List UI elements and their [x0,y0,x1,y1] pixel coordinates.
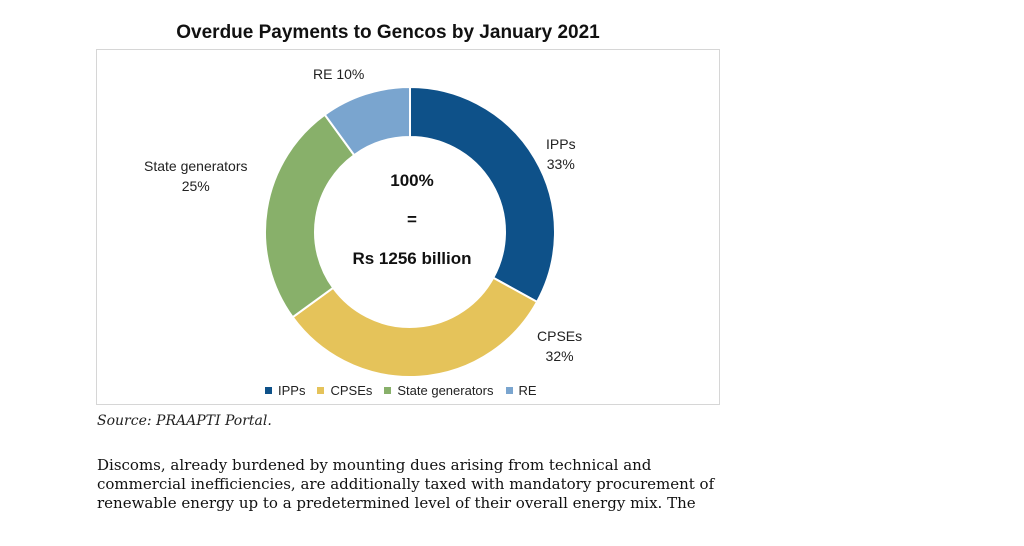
legend-swatch-cpses [317,387,325,394]
chart-title: Overdue Payments to Gencos by January 20… [176,22,600,43]
body-paragraph: Discoms, already burdened by mounting du… [97,456,777,513]
paragraph-line: commercial inefficiencies, are additiona… [97,475,715,493]
donut-chart [264,85,556,378]
legend-item-re: RE [505,383,537,398]
legend-item-ipps: IPPs [265,383,305,398]
source-note: Source: PRAAPTI Portal. [97,413,272,429]
slice-label-ipps-value: 33% [546,156,575,172]
chart-area: IPPs 33% CPSEs 32% State generators 25% … [96,49,720,405]
slice-label-state-generators-name: State generators [144,158,248,174]
donut-slice-ipps [409,85,556,304]
donut-slice-cpses [291,276,539,378]
slice-label-state-generators-value: 25% [181,178,210,194]
center-equals: = [407,210,417,229]
legend-swatch-state-generators [384,387,392,394]
slice-label-cpses-value: 32% [545,348,574,364]
legend: IPPs CPSEs State generators RE [265,383,537,398]
legend-label-re: RE [518,383,537,398]
legend-label-state-generators: State generators [397,383,494,398]
legend-label-cpses: CPSEs [330,383,373,398]
donut-slice-re [323,85,411,157]
slice-label-ipps: IPPs 33% [546,134,576,174]
legend-swatch-ipps [265,387,272,394]
slice-label-cpses: CPSEs 32% [537,326,582,366]
legend-label-ipps: IPPs [278,383,306,398]
slice-label-cpses-name: CPSEs [537,328,583,344]
slice-label-re-value: 10% [336,66,365,82]
paragraph-line: renewable energy up to a predetermined l… [97,494,696,512]
legend-item-cpses: CPSEs [317,383,372,398]
slice-label-state-generators: State generators 25% [144,156,248,196]
legend-swatch-re [505,387,513,394]
slice-label-ipps-name: IPPs [546,136,576,152]
slice-label-re-name: RE [313,66,333,82]
slice-label-re: RE 10% [313,64,364,84]
legend-item-state-generators: State generators [384,383,494,398]
center-amount: Rs 1256 billion [352,249,472,268]
center-total: 100% [390,171,434,190]
paragraph-line: Discoms, already burdened by mounting du… [97,456,652,474]
